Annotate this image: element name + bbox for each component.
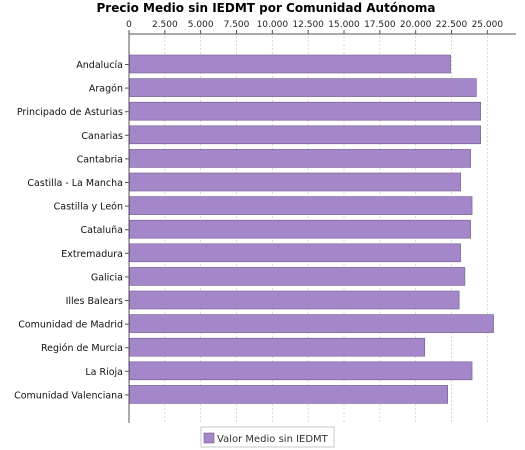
bar (129, 149, 471, 168)
bar (129, 243, 461, 263)
x-tick-label: 17.500 (364, 20, 396, 30)
category-label: Andalucía (76, 60, 123, 71)
x-tick-label: 7.500 (224, 20, 250, 30)
x-tick-label: 0 (126, 20, 132, 30)
category-label: Cantabria (77, 154, 123, 165)
x-axis: 0 2.500 5.000 7.500 10.000 12.500 15.000 17.500… (126, 20, 516, 423)
category-label: Aragón (89, 84, 123, 95)
category-label: Galicia (91, 272, 123, 283)
legend-box (200, 426, 335, 448)
category-label: Comunidad de Madrid (18, 320, 123, 331)
legend: Valor Medio sin IEDMT (200, 426, 335, 448)
category-label: Castilla y León (54, 202, 123, 213)
category-label: Castilla - La Mancha (27, 178, 123, 189)
bar (129, 125, 481, 145)
bar (129, 314, 494, 333)
chart-title: Precio Medio sin IEDMT por Comunidad Aut… (97, 1, 436, 15)
x-tick-label: 12.500 (292, 20, 324, 30)
bar (129, 54, 451, 74)
category-label: La Rioja (85, 367, 123, 378)
legend-swatch (203, 432, 215, 444)
bar (129, 196, 473, 215)
category-label: Canarias (81, 131, 123, 142)
x-tick-label: 22.500 (436, 20, 468, 30)
category-label: Región de Murcia (41, 343, 123, 354)
legend-label: Valor Medio sin IEDMT (217, 434, 329, 445)
bar (129, 337, 426, 357)
bar (129, 361, 473, 381)
bar (129, 267, 466, 286)
bar (129, 101, 481, 121)
x-tick-label: 10.000 (257, 20, 289, 30)
category-label: Cataluña (80, 225, 123, 236)
y-axis: Andalucía Aragón Principado de Asturias Can… (14, 60, 129, 401)
bars (129, 54, 494, 404)
category-label: Comunidad Valenciana (14, 390, 123, 401)
x-tick-label: 15.000 (328, 20, 360, 30)
category-label: Extremadura (61, 249, 123, 260)
x-tick-label: 25.000 (472, 20, 504, 30)
x-tick-label: 5.000 (188, 20, 214, 30)
bar (129, 290, 460, 310)
x-tick-label: 20.000 (400, 20, 432, 30)
category-label: Illes Balears (66, 296, 123, 307)
bar (129, 385, 449, 404)
bar (129, 78, 477, 97)
bar (129, 172, 461, 192)
category-label: Principado de Asturias (17, 107, 123, 118)
x-tick-label: 2.500 (152, 20, 178, 30)
bar (129, 219, 471, 239)
